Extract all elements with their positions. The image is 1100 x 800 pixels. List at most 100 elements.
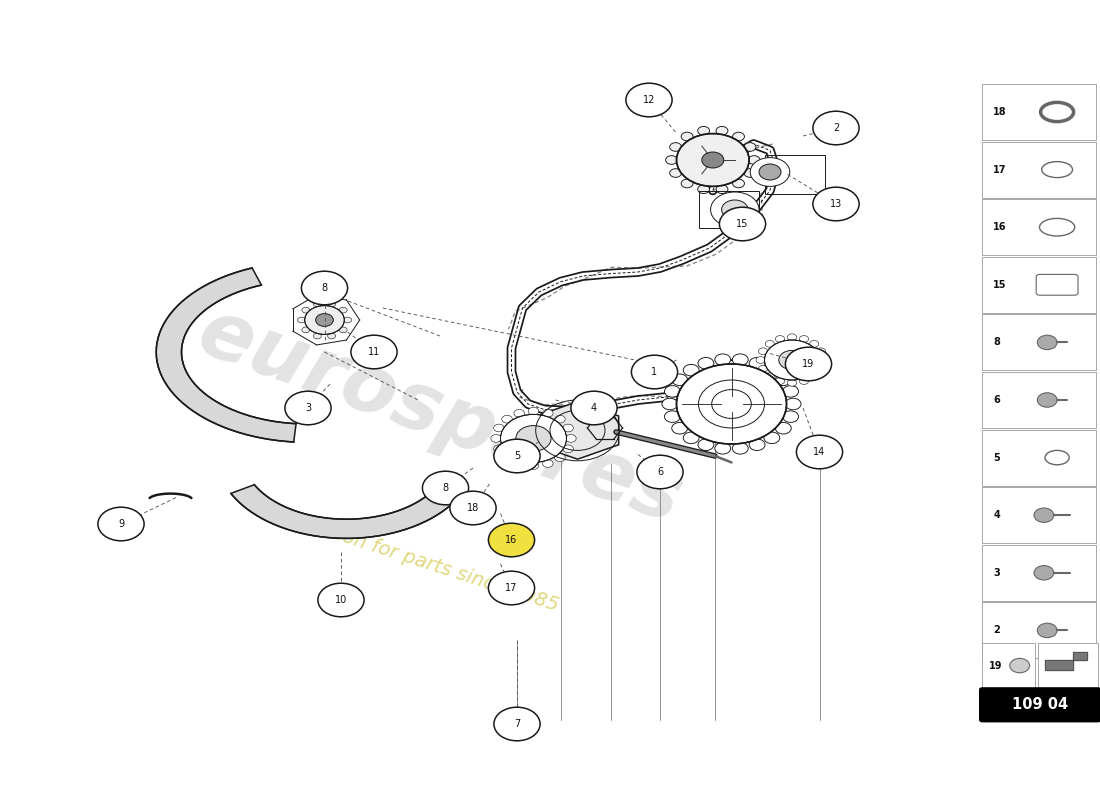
Circle shape <box>1037 335 1057 350</box>
Circle shape <box>816 348 826 354</box>
Circle shape <box>722 200 748 219</box>
Circle shape <box>343 317 352 323</box>
Circle shape <box>528 462 539 470</box>
Text: 13: 13 <box>829 199 843 209</box>
Circle shape <box>672 374 688 386</box>
Circle shape <box>776 422 791 434</box>
Circle shape <box>764 340 820 380</box>
Circle shape <box>788 379 796 386</box>
Circle shape <box>301 307 310 313</box>
Circle shape <box>297 317 306 323</box>
Circle shape <box>494 439 540 473</box>
Circle shape <box>716 185 728 194</box>
Circle shape <box>285 391 331 425</box>
Circle shape <box>301 271 348 305</box>
Text: 7: 7 <box>514 719 520 729</box>
Circle shape <box>697 126 710 135</box>
Circle shape <box>542 460 553 467</box>
Text: 16: 16 <box>993 222 1007 232</box>
Circle shape <box>305 306 344 334</box>
Circle shape <box>563 445 573 453</box>
Circle shape <box>763 364 780 376</box>
Text: 17: 17 <box>505 583 518 593</box>
Circle shape <box>316 314 333 326</box>
Circle shape <box>500 414 566 462</box>
FancyBboxPatch shape <box>982 84 1096 140</box>
Circle shape <box>698 439 714 450</box>
Text: 8: 8 <box>321 283 328 293</box>
Circle shape <box>670 169 682 178</box>
Circle shape <box>758 348 768 354</box>
Circle shape <box>631 355 678 389</box>
Text: 9: 9 <box>118 519 124 529</box>
FancyBboxPatch shape <box>982 257 1096 313</box>
Polygon shape <box>231 485 462 538</box>
Circle shape <box>785 398 801 410</box>
Circle shape <box>516 426 551 451</box>
Text: 15: 15 <box>993 280 1007 290</box>
Circle shape <box>301 327 310 333</box>
Circle shape <box>664 386 680 397</box>
Circle shape <box>339 327 348 333</box>
Circle shape <box>759 164 781 180</box>
Circle shape <box>733 442 748 454</box>
Text: 10: 10 <box>334 595 348 605</box>
Text: 19: 19 <box>802 359 815 369</box>
FancyBboxPatch shape <box>1038 643 1098 688</box>
Text: 19: 19 <box>989 661 1002 670</box>
Circle shape <box>1034 508 1054 522</box>
Circle shape <box>494 707 540 741</box>
Circle shape <box>314 301 321 307</box>
FancyBboxPatch shape <box>982 545 1096 601</box>
Text: 11: 11 <box>367 347 381 357</box>
Circle shape <box>637 455 683 489</box>
Circle shape <box>318 583 364 617</box>
Text: 2: 2 <box>833 123 839 133</box>
Circle shape <box>683 432 700 444</box>
Text: 4: 4 <box>591 403 597 413</box>
FancyBboxPatch shape <box>982 487 1096 543</box>
Circle shape <box>749 358 764 369</box>
Circle shape <box>756 357 766 363</box>
Circle shape <box>733 179 745 188</box>
FancyBboxPatch shape <box>982 643 1035 688</box>
Text: 18: 18 <box>993 107 1007 117</box>
Text: 4: 4 <box>993 510 1000 520</box>
Circle shape <box>328 301 336 307</box>
FancyBboxPatch shape <box>982 602 1096 658</box>
Circle shape <box>702 152 724 168</box>
Text: 6: 6 <box>657 467 663 477</box>
Circle shape <box>488 571 535 605</box>
Circle shape <box>502 454 513 462</box>
Circle shape <box>788 334 796 341</box>
FancyBboxPatch shape <box>982 142 1096 198</box>
Circle shape <box>450 491 496 525</box>
Circle shape <box>776 335 784 342</box>
FancyBboxPatch shape <box>979 687 1100 722</box>
Circle shape <box>810 341 818 347</box>
FancyBboxPatch shape <box>982 372 1096 428</box>
Circle shape <box>779 350 805 370</box>
Text: 8: 8 <box>993 338 1000 347</box>
Circle shape <box>1034 566 1054 580</box>
Circle shape <box>763 432 780 444</box>
Circle shape <box>666 156 678 164</box>
Circle shape <box>488 523 535 557</box>
Circle shape <box>766 373 774 379</box>
Circle shape <box>816 366 826 372</box>
Circle shape <box>554 415 565 423</box>
FancyBboxPatch shape <box>982 199 1096 255</box>
Text: 6: 6 <box>993 395 1000 405</box>
Circle shape <box>683 364 700 376</box>
Circle shape <box>711 192 759 227</box>
Circle shape <box>818 357 828 363</box>
Text: 3: 3 <box>305 403 311 413</box>
Circle shape <box>626 83 672 117</box>
Circle shape <box>491 434 502 442</box>
Text: 3: 3 <box>993 568 1000 578</box>
Circle shape <box>715 354 730 366</box>
Circle shape <box>785 347 832 381</box>
Text: eurospares: eurospares <box>187 292 693 540</box>
Text: 5: 5 <box>993 453 1000 462</box>
Circle shape <box>697 185 710 194</box>
